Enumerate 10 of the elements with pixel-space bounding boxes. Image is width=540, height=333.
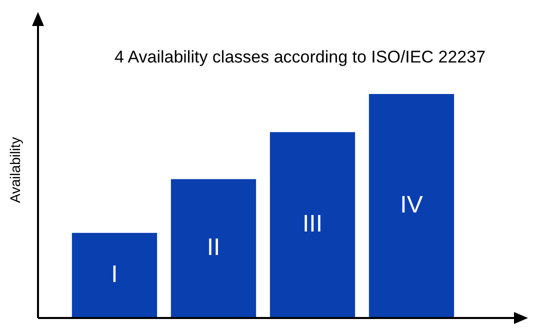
- x-tick-label: IV: [400, 192, 423, 219]
- bar: [72, 232, 158, 318]
- x-tick-label: III: [302, 210, 323, 238]
- x-tick-label: II: [206, 234, 220, 262]
- bar: [270, 132, 356, 318]
- bar: [170, 179, 256, 318]
- x-tick-label: I: [111, 261, 118, 288]
- chart-title: 4 Availability classes according to ISO/IEC 22237: [114, 48, 486, 67]
- y-axis-title: Availability: [6, 137, 23, 203]
- bar: [368, 94, 454, 318]
